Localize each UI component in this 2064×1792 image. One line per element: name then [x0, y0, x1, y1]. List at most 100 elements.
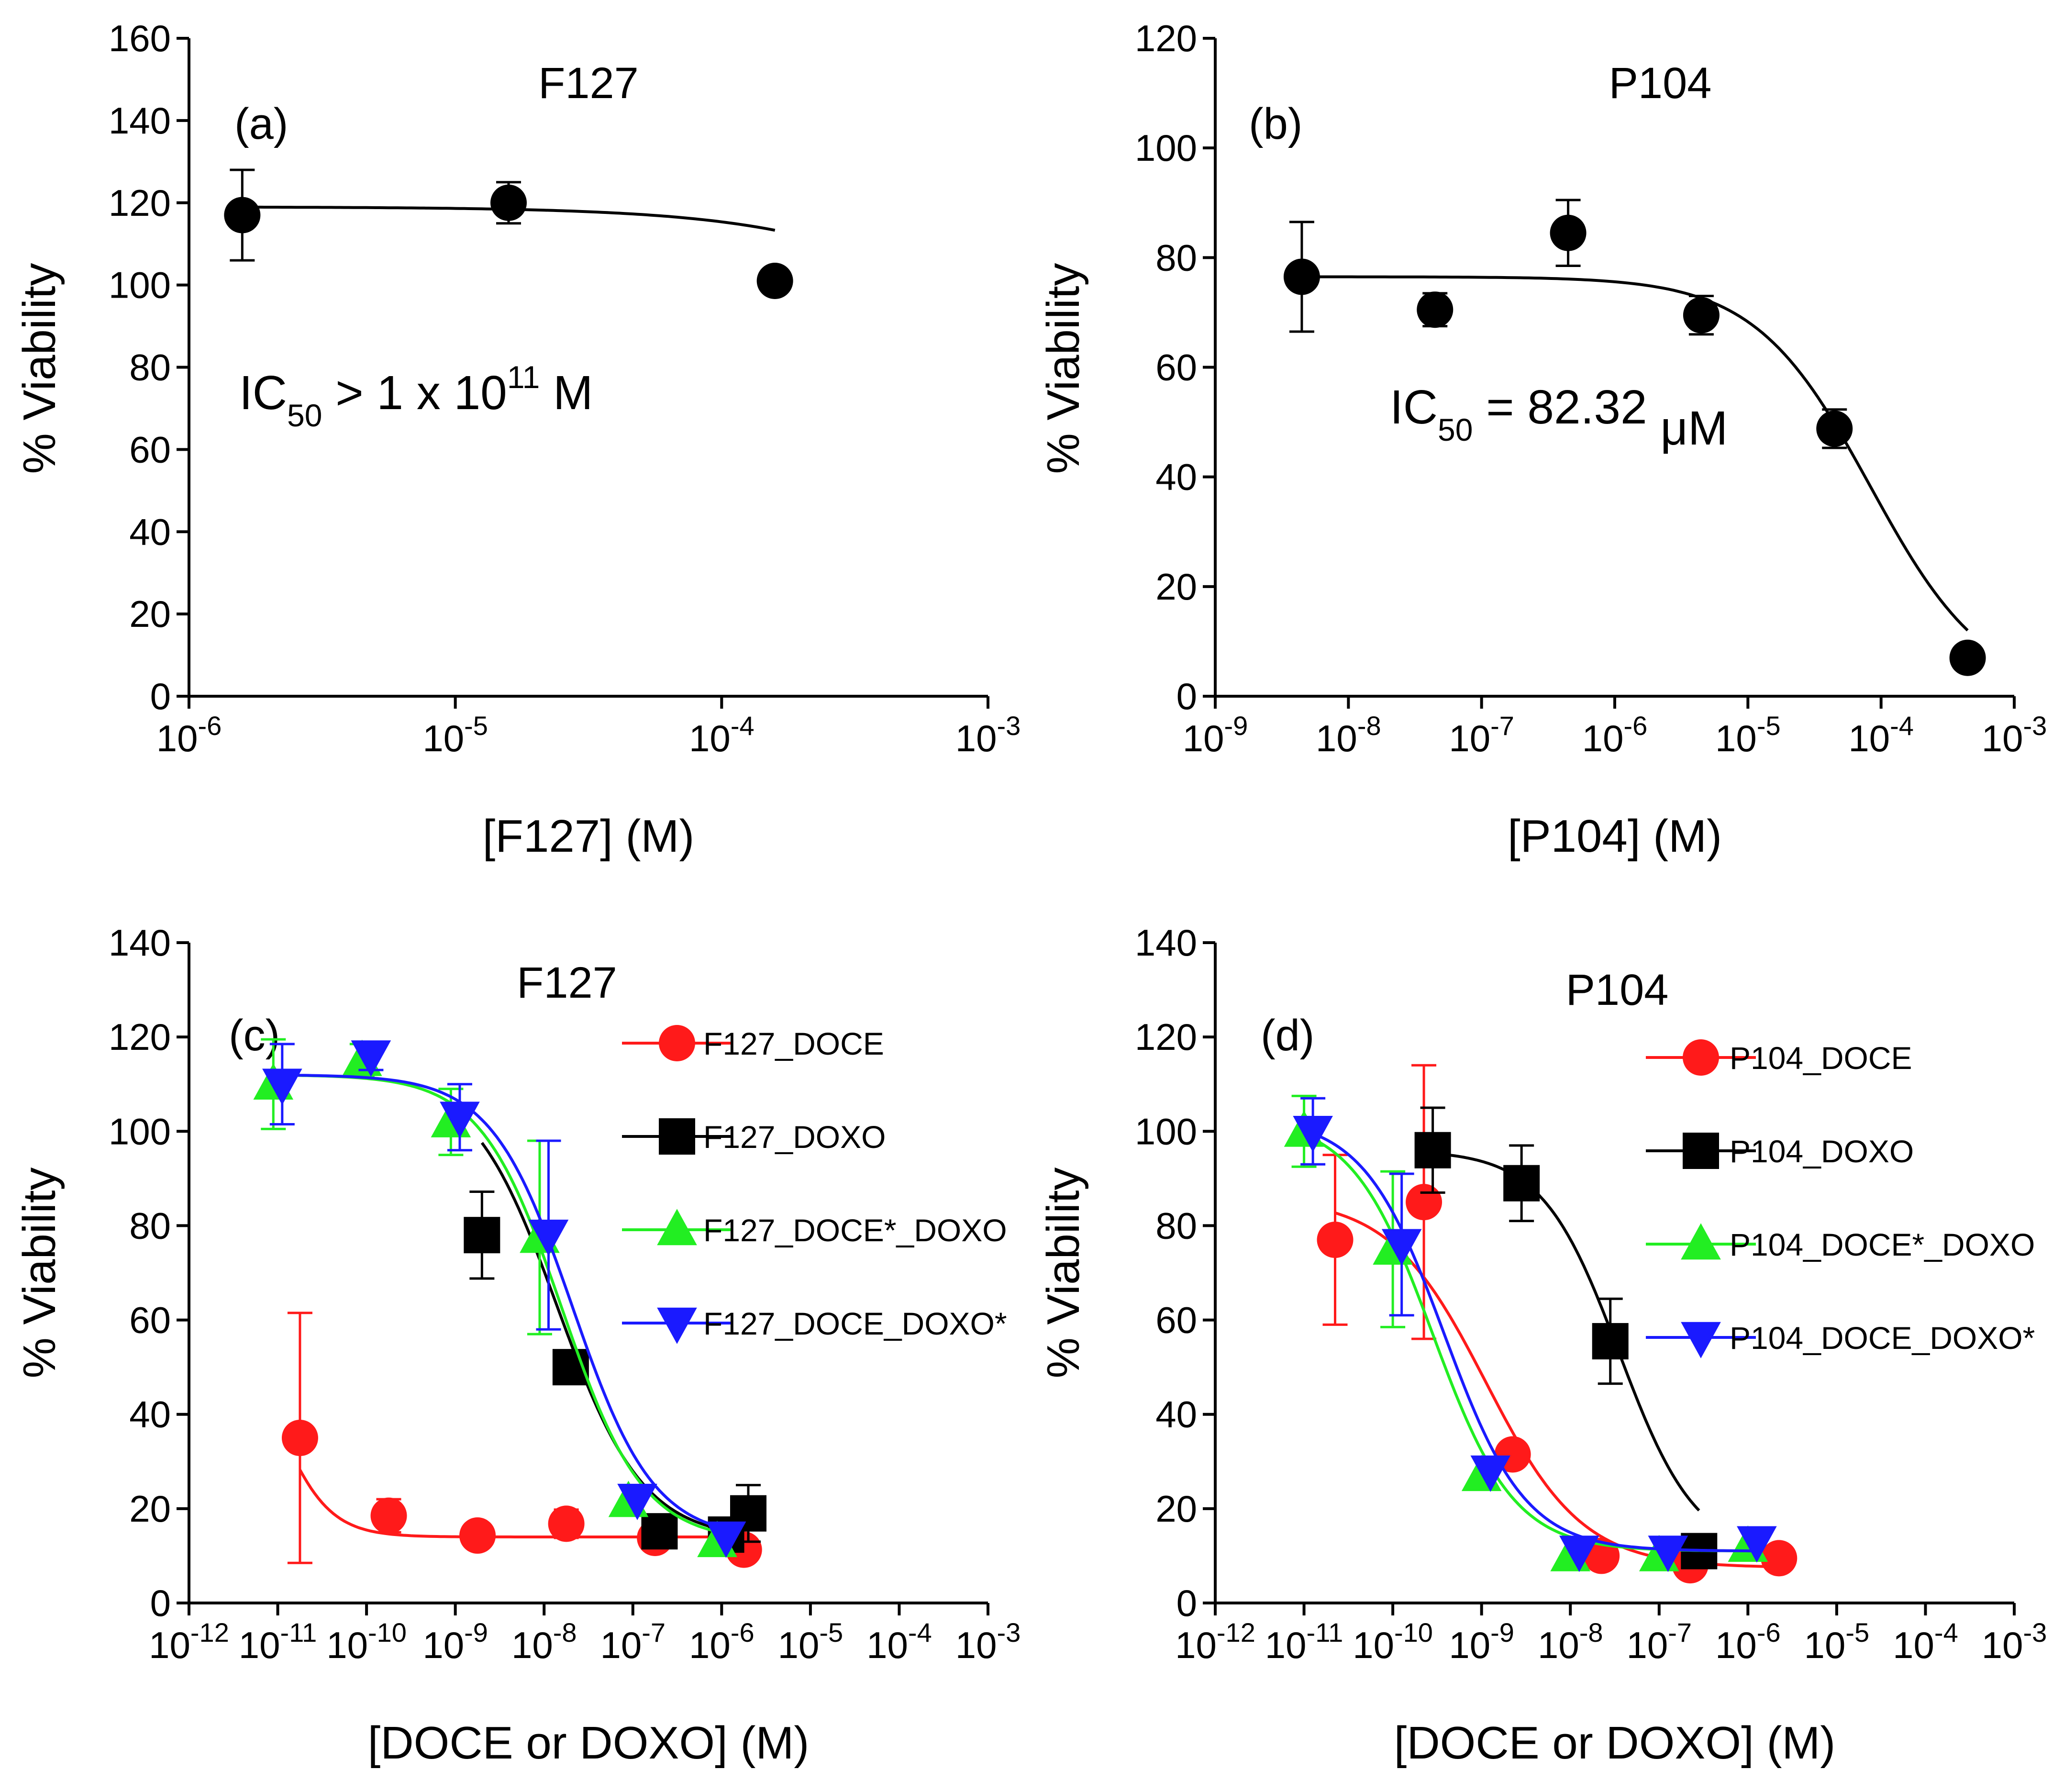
y-tick-label: 80 — [1155, 1204, 1197, 1247]
y-tick-label: 100 — [109, 1110, 171, 1152]
legend-marker — [657, 1209, 697, 1246]
x-tick-label: 10-6 — [1582, 711, 1648, 759]
legend-label: F127_DOXO — [703, 1119, 886, 1155]
x-tick-label: 10-9 — [1449, 1617, 1514, 1666]
data-point — [1470, 1455, 1511, 1492]
x-tick-label: 10-3 — [955, 1617, 1021, 1666]
y-tick-label: 60 — [129, 1299, 171, 1341]
x-tick-label: 10-12 — [1175, 1617, 1255, 1666]
data-point — [464, 1217, 500, 1254]
fit-curve — [1312, 1132, 1757, 1553]
data-point — [1417, 291, 1454, 328]
y-tick-label: 120 — [1135, 17, 1197, 59]
data-point — [528, 1219, 569, 1256]
data-point — [224, 197, 261, 234]
series-P104_DOCE_DOXO* — [1293, 1097, 1777, 1572]
fit-curve — [273, 1073, 718, 1534]
data-point — [1283, 258, 1320, 295]
x-tick-label: 10-8 — [511, 1617, 577, 1666]
x-tick-label: 10-9 — [422, 1617, 488, 1666]
x-tick-label: 10-8 — [1316, 711, 1381, 759]
fit-curve — [1432, 1152, 1700, 1512]
data-point — [706, 1521, 746, 1558]
data-point — [1949, 639, 1986, 676]
data-point — [281, 1420, 318, 1456]
y-tick-label: 60 — [129, 428, 171, 470]
y-tick-label: 120 — [1135, 1016, 1197, 1058]
x-axis-label: [DOCE or DOXO] (M) — [368, 1717, 810, 1769]
x-tick-label: 10-3 — [1982, 1617, 2047, 1666]
x-tick-label: 10-7 — [1449, 711, 1514, 759]
x-tick-label: 10-4 — [689, 711, 755, 759]
y-tick-label: 100 — [109, 264, 171, 306]
chart-panel-b: 0 20 40 60 80 100 120 10-9 10-8 10-7 10-6 10-5 10-4 1… — [1038, 17, 2047, 862]
legend-marker — [1683, 1133, 1719, 1169]
series-P104_DOCE — [1317, 1064, 1798, 1584]
y-axis-label: % Viability — [14, 1167, 65, 1378]
ic50-annotation: IC50 = 82.32 μM — [1390, 380, 1728, 455]
y-tick-label: 0 — [150, 1582, 171, 1624]
data-point — [490, 184, 527, 221]
fit-curve — [480, 1142, 727, 1532]
x-tick-label: 10-8 — [1538, 1617, 1603, 1666]
legend-label: F127_DOCE_DOXO* — [703, 1306, 1007, 1341]
data-point — [1406, 1184, 1443, 1221]
y-tick-label: 20 — [1155, 1488, 1197, 1530]
y-tick-label: 40 — [1155, 456, 1197, 498]
y-tick-label: 40 — [1155, 1393, 1197, 1436]
panel-label: (b) — [1249, 100, 1302, 148]
chart-title: P104 — [1609, 59, 1712, 108]
data-point — [440, 1102, 480, 1138]
y-tick-label: 140 — [109, 922, 171, 964]
data-point — [1503, 1165, 1540, 1202]
data-point — [370, 1497, 407, 1534]
y-tick-label: 40 — [129, 1393, 171, 1436]
x-tick-label: 10-10 — [1353, 1617, 1433, 1666]
fit-curve — [1301, 275, 1969, 632]
x-tick-label: 10-4 — [1848, 711, 1914, 759]
chart-panel-c: 0 20 40 60 80 100 120 140 10-12 10-11 10-10 10-9 10-… — [14, 922, 1021, 1769]
x-tick-label: 10-11 — [239, 1617, 317, 1666]
x-tick-label: 10-4 — [1893, 1617, 1958, 1666]
x-tick-label: 10-5 — [778, 1617, 843, 1666]
legend-marker — [659, 1118, 695, 1155]
legend-marker — [1683, 1039, 1719, 1076]
y-tick-label: 80 — [129, 1204, 171, 1247]
legend-label: F127_DOCE — [703, 1026, 884, 1061]
x-tick-label: 10-11 — [1265, 1617, 1343, 1666]
y-tick-label: 80 — [129, 346, 171, 389]
data-point — [1381, 1229, 1422, 1266]
x-axis-label: [DOCE or DOXO] (M) — [1394, 1717, 1836, 1769]
series-F127_DOCE*_DOXO — [253, 1038, 737, 1558]
x-tick-label: 10-5 — [1804, 1617, 1870, 1666]
y-tick-label: 140 — [1135, 922, 1197, 964]
legend: P104_DOCE P104_DOXO P104_DOCE*_DOXO P104_DO… — [1646, 1039, 2035, 1358]
y-tick-label: 0 — [1176, 675, 1197, 717]
legend-label: P104_DOCE*_DOXO — [1730, 1227, 2035, 1262]
data-point — [1550, 214, 1587, 251]
data-point — [1592, 1323, 1629, 1359]
x-tick-label: 10-7 — [600, 1617, 666, 1666]
legend-marker — [657, 1307, 697, 1344]
x-tick-label: 10-7 — [1626, 1617, 1692, 1666]
data-point — [1559, 1536, 1599, 1572]
chart-title: P104 — [1566, 966, 1669, 1014]
y-axis-label: % Viability — [1038, 263, 1089, 474]
data-point — [1761, 1540, 1798, 1577]
x-tick-label: 10-6 — [156, 711, 222, 759]
data-point — [641, 1513, 678, 1550]
chart-title: F127 — [538, 59, 639, 108]
legend-label: P104_DOCE — [1730, 1040, 1912, 1076]
x-tick-label: 10-6 — [1715, 1617, 1781, 1666]
y-tick-label: 100 — [1135, 1110, 1197, 1152]
data-point — [756, 263, 793, 300]
series-F127_DOXO — [464, 1142, 766, 1553]
y-axis-label: % Viability — [14, 263, 65, 474]
data-point — [1317, 1222, 1354, 1258]
x-axis-label: [F127] (M) — [483, 811, 695, 862]
data-point — [1816, 410, 1853, 447]
y-tick-label: 0 — [1176, 1582, 1197, 1624]
panel-label: (a) — [234, 100, 288, 148]
data-point — [1648, 1536, 1688, 1572]
